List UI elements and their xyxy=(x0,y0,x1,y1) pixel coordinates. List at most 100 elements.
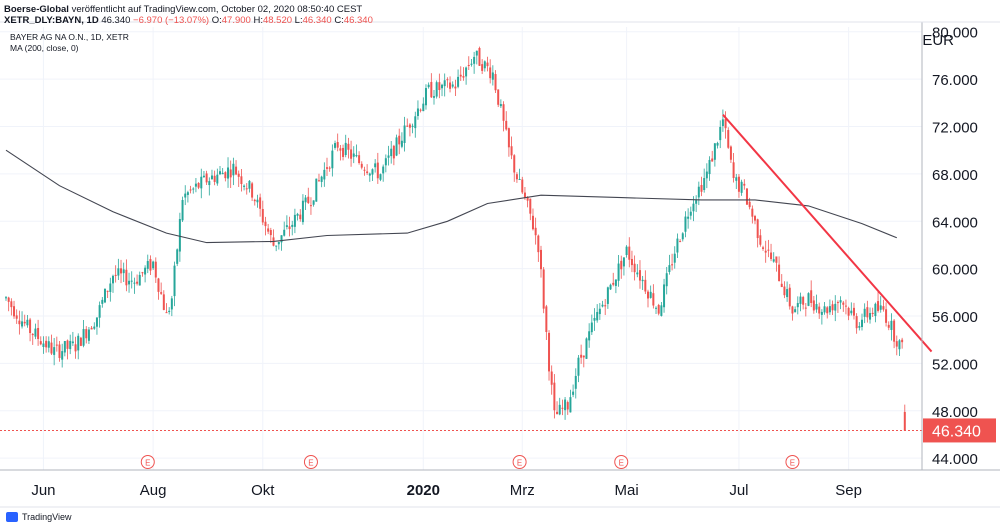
candle xyxy=(138,271,141,286)
candle-body xyxy=(799,296,802,304)
candle xyxy=(745,188,748,205)
candle-body xyxy=(794,309,797,313)
candle-body xyxy=(882,306,885,310)
y-tick-label: 56.000 xyxy=(932,309,978,326)
candle-body xyxy=(31,333,34,336)
candle xyxy=(112,274,114,293)
candle xyxy=(390,140,393,164)
candle xyxy=(194,178,197,193)
candle xyxy=(794,306,797,313)
high-value: 48.520 xyxy=(262,15,293,26)
candle-body xyxy=(160,292,163,294)
ma-legend[interactable]: MA (200, close, 0) xyxy=(10,43,79,53)
candle xyxy=(858,322,861,331)
candle xyxy=(649,285,652,299)
candle-body xyxy=(903,411,906,431)
candle xyxy=(689,206,692,220)
candle-body xyxy=(625,246,628,255)
candle xyxy=(93,322,96,330)
candle-body xyxy=(475,50,478,56)
candle xyxy=(55,336,58,352)
c-label: C: xyxy=(334,15,344,26)
candle xyxy=(424,84,427,110)
candle-body xyxy=(772,259,775,262)
candle-body xyxy=(574,375,577,389)
candle xyxy=(336,133,339,152)
candle xyxy=(299,209,302,222)
instrument-legend[interactable]: BAYER AG NA O.N., 1D, XETR xyxy=(10,32,129,42)
candle-body xyxy=(61,351,64,360)
candle-body xyxy=(802,297,805,305)
candle-body xyxy=(71,341,74,344)
candle-body xyxy=(360,163,363,168)
candle xyxy=(887,321,890,331)
candle xyxy=(521,176,524,195)
candle-body xyxy=(831,304,834,311)
candle-body xyxy=(90,327,93,330)
candle xyxy=(729,145,732,163)
candle-body xyxy=(221,172,224,175)
candle xyxy=(676,233,679,258)
earnings-marker-label: E xyxy=(517,459,522,468)
candle xyxy=(446,77,449,88)
candle xyxy=(614,279,617,294)
candle-body xyxy=(518,179,521,181)
candle xyxy=(403,116,406,152)
candle xyxy=(26,315,29,328)
candle xyxy=(489,59,492,84)
candle xyxy=(109,277,112,302)
candle xyxy=(705,163,708,189)
candle-body xyxy=(465,67,468,77)
candle-body xyxy=(403,125,406,143)
candle xyxy=(550,365,553,395)
candle xyxy=(556,401,559,415)
candle xyxy=(499,99,502,109)
candle-body xyxy=(170,298,173,310)
candle-body xyxy=(363,169,366,171)
candle-body xyxy=(269,230,272,236)
candle xyxy=(39,336,42,346)
candle xyxy=(780,274,783,288)
candle-body xyxy=(382,166,385,174)
candle-body xyxy=(839,300,842,303)
earnings-marker-label: E xyxy=(790,459,795,468)
candle xyxy=(395,134,398,157)
candle-body xyxy=(735,177,738,181)
candle xyxy=(170,295,173,317)
candle xyxy=(248,179,251,193)
candle xyxy=(79,336,82,347)
candle xyxy=(10,298,13,316)
candle-body xyxy=(531,215,534,230)
earnings-marker-circle xyxy=(512,455,527,469)
candle-body xyxy=(240,176,243,185)
candle xyxy=(141,271,144,277)
candle xyxy=(687,208,690,229)
candle-body xyxy=(719,126,722,141)
candle xyxy=(737,173,740,198)
candle-body xyxy=(200,176,203,189)
candle-body xyxy=(638,270,641,281)
candle-body xyxy=(754,216,756,221)
candle xyxy=(767,239,770,258)
x-tick-label: Mai xyxy=(615,482,639,499)
candle xyxy=(296,212,299,221)
candle-body xyxy=(114,274,117,276)
candle-body xyxy=(280,235,283,243)
candle xyxy=(497,89,500,108)
candle-body xyxy=(63,341,66,353)
symbol-line: XETR_DLY:BAYN, 1D xyxy=(4,15,99,26)
candle-body xyxy=(427,84,430,88)
candle-body xyxy=(186,192,189,195)
candle-body xyxy=(542,269,545,309)
candle xyxy=(762,245,765,251)
candle-body xyxy=(192,188,195,190)
candle-body xyxy=(529,198,532,214)
candle-body xyxy=(526,197,529,201)
candle xyxy=(350,140,353,167)
candle-body xyxy=(655,307,658,309)
candle-body xyxy=(788,287,791,307)
candle-body xyxy=(687,216,690,219)
candle-body xyxy=(189,189,192,191)
candle xyxy=(751,205,754,224)
